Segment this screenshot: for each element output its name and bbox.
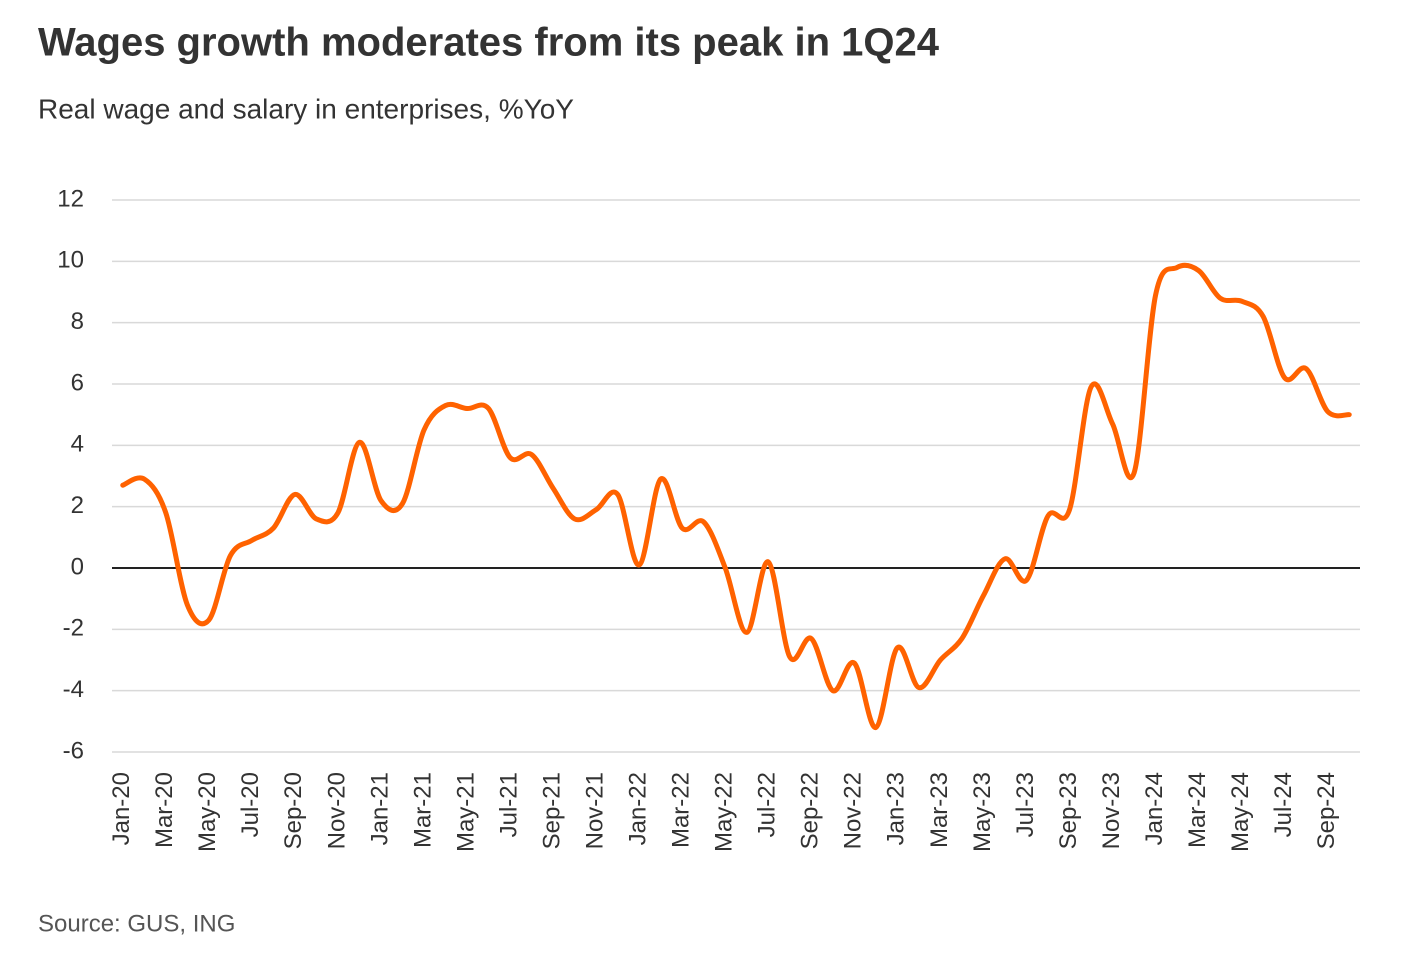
x-tick-label: Mar-20 (151, 772, 178, 848)
y-tick-label: 12 (57, 185, 84, 212)
y-tick-label: -4 (63, 676, 84, 703)
y-tick-label: 4 (71, 431, 84, 458)
y-tick-label: -6 (63, 737, 84, 764)
x-tick-label: Jan-20 (108, 772, 135, 845)
x-tick-label: May-22 (711, 772, 738, 852)
x-tick-label: Mar-21 (409, 772, 436, 848)
y-tick-label: 0 (71, 553, 84, 580)
x-tick-label: May-24 (1227, 772, 1254, 852)
x-tick-label: Jan-21 (366, 772, 393, 845)
x-tick-label: Sep-22 (797, 772, 824, 849)
y-tick-label: 6 (71, 369, 84, 396)
x-tick-label: May-23 (969, 772, 996, 852)
x-tick-label: May-21 (452, 772, 479, 852)
x-tick-label: Sep-21 (538, 772, 565, 849)
y-tick-label: 2 (71, 492, 84, 519)
x-tick-label: Jan-23 (883, 772, 910, 845)
chart-title: Wages growth moderates from its peak in … (38, 21, 940, 65)
x-tick-label: Nov-20 (323, 772, 350, 849)
x-tick-label: Nov-21 (581, 772, 608, 849)
x-tick-label: Jan-22 (625, 772, 652, 845)
source-note: Source: GUS, ING (38, 910, 235, 937)
x-tick-label: Jul-23 (1012, 772, 1039, 837)
x-tick-label: Jul-21 (495, 772, 522, 837)
x-tick-label: Jul-22 (754, 772, 781, 837)
x-tick-label: Jan-24 (1141, 772, 1168, 845)
x-tick-label: Sep-20 (280, 772, 307, 849)
x-tick-label: Jul-24 (1270, 772, 1297, 837)
y-tick-label: -2 (63, 615, 84, 642)
y-tick-label: 8 (71, 308, 84, 335)
chart-subtitle: Real wage and salary in enterprises, %Yo… (38, 93, 574, 124)
y-tick-label: 10 (57, 247, 84, 274)
x-tick-label: Sep-24 (1313, 772, 1340, 849)
x-tick-label: Sep-23 (1055, 772, 1082, 849)
x-tick-label: May-20 (194, 772, 221, 852)
x-tick-label: Nov-22 (840, 772, 867, 849)
x-tick-label: Mar-23 (926, 772, 953, 848)
x-tick-label: Mar-24 (1184, 772, 1211, 848)
x-tick-label: Mar-22 (668, 772, 695, 848)
data-line (120, 262, 1352, 730)
x-tick-label: Jul-20 (237, 772, 264, 837)
x-tick-label: Nov-23 (1098, 772, 1125, 849)
